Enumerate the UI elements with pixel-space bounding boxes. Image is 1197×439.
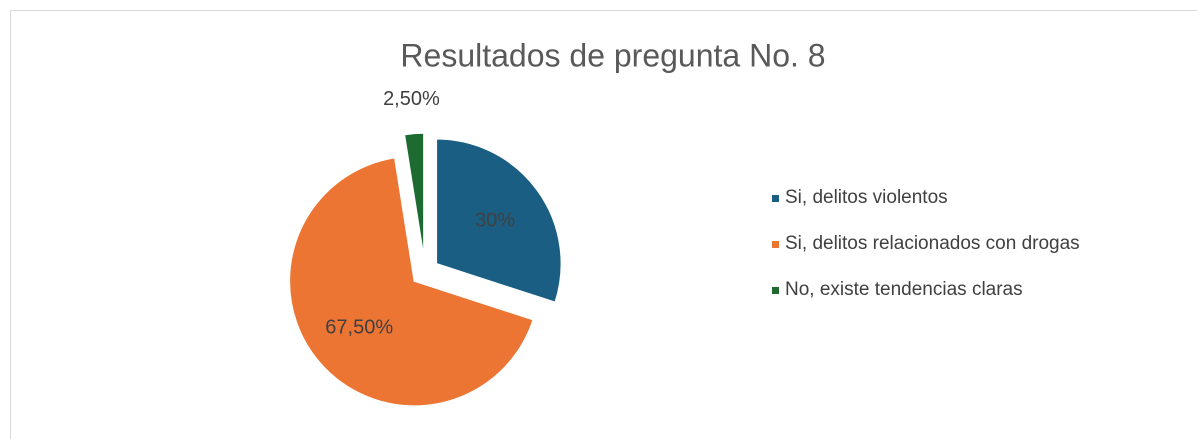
pie-slice xyxy=(288,156,535,407)
legend-item: No, existe tendencias claras xyxy=(770,278,1100,302)
data-label: 30% xyxy=(475,209,515,231)
legend-label: Si, delitos relacionados con drogas xyxy=(785,233,1080,254)
chart-border xyxy=(10,10,1197,439)
legend-label: No, existe tendencias claras xyxy=(785,279,1023,300)
legend-item: Si, delitos violentos xyxy=(770,186,1100,210)
data-label: 2,50% xyxy=(383,88,440,110)
pie-slice xyxy=(403,132,425,259)
legend-swatch xyxy=(772,195,779,202)
legend-item: Si, delitos relacionados con drogas xyxy=(770,232,1100,256)
legend-swatch xyxy=(772,287,779,294)
legend-label: Si, delitos violentos xyxy=(785,187,948,208)
legend: Si, delitos violentos Si, delitos relacio… xyxy=(770,186,1100,324)
legend-swatch xyxy=(772,241,779,248)
pie-slice xyxy=(435,138,563,304)
data-label: 67,50% xyxy=(325,316,393,338)
chart-title: Resultados de pregunta No. 8 xyxy=(400,37,825,73)
